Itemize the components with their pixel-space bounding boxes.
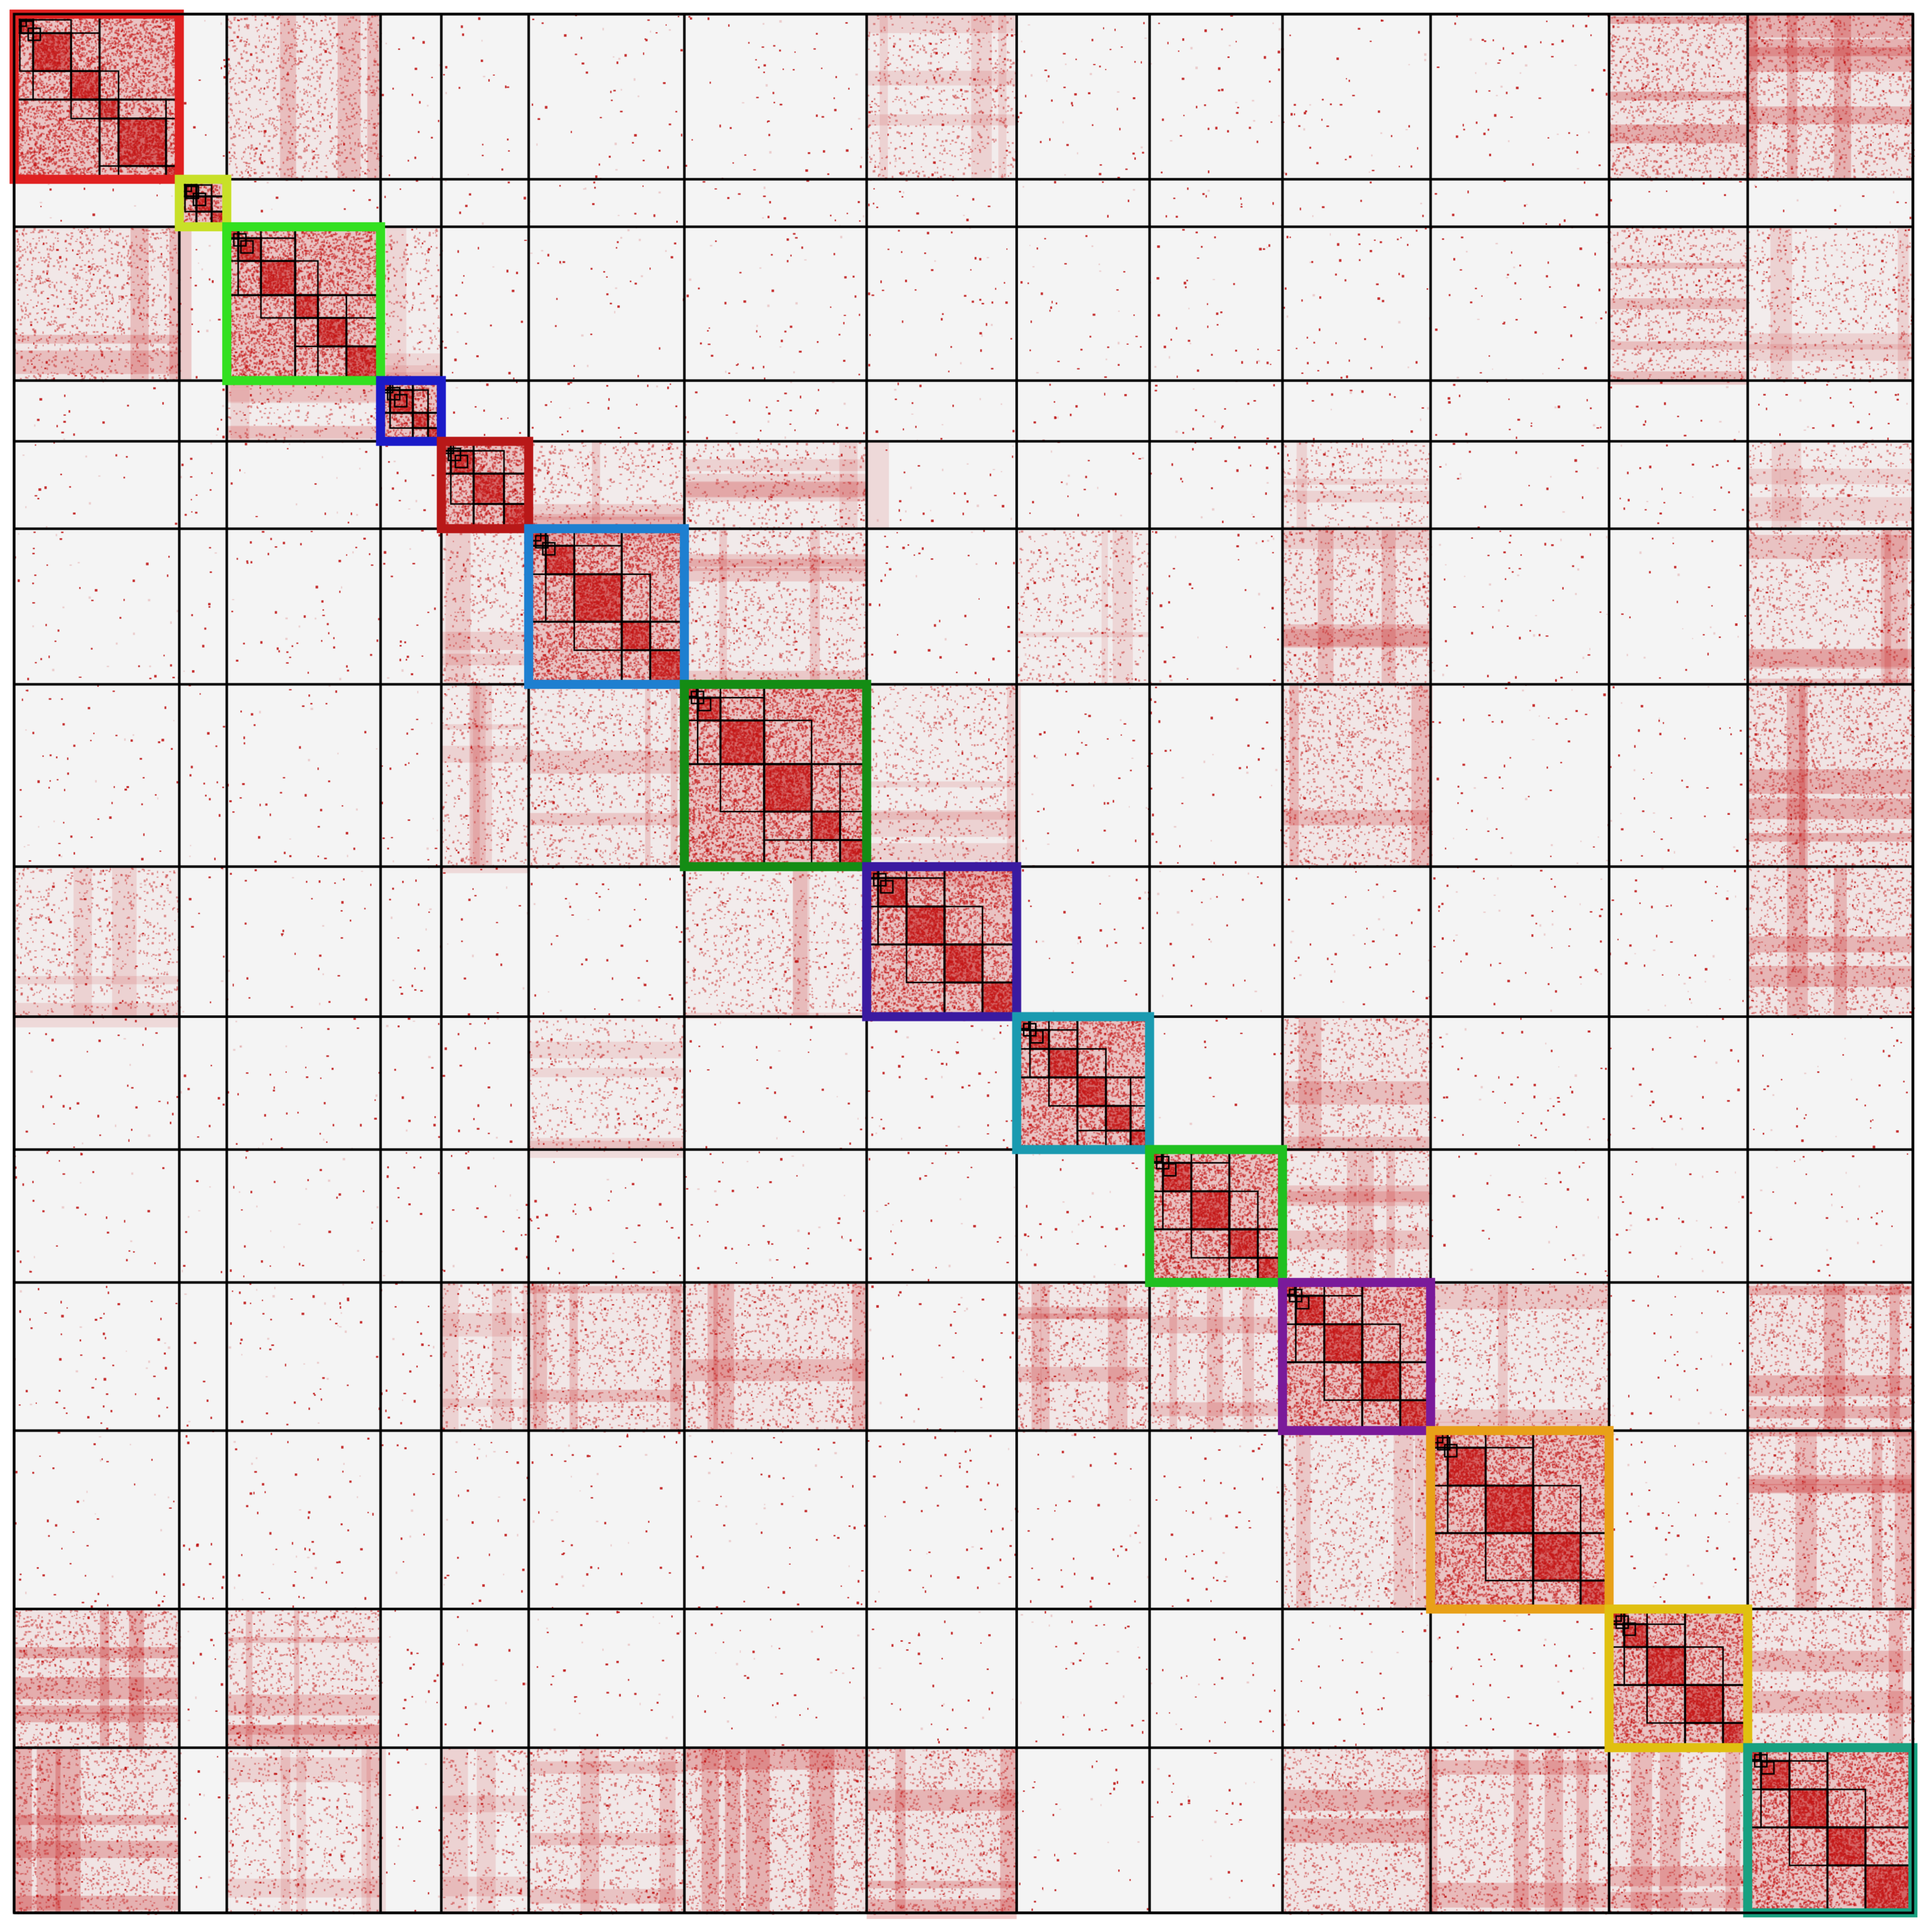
contact-heatmap — [0, 0, 1927, 1932]
